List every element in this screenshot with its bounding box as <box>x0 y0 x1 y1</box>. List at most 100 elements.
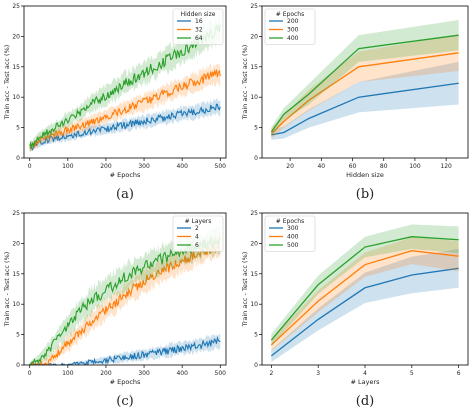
y-tick-label: 20 <box>250 33 258 40</box>
legend-entry-6: 6 <box>195 242 199 249</box>
series-band-300 <box>271 248 459 362</box>
x-tick-label: 200 <box>100 163 112 170</box>
y-tick-label: 15 <box>250 64 258 71</box>
series-band-200 <box>271 61 459 140</box>
y-tick-label: 5 <box>16 125 20 132</box>
series-line-4 <box>29 240 221 365</box>
x-tick-label: 400 <box>176 370 188 377</box>
plot-area <box>270 224 459 362</box>
x-tick-label: 100 <box>409 163 421 170</box>
legend-entry-200: 200 <box>287 18 299 25</box>
y-tick-label: 0 <box>16 362 20 369</box>
x-tick-label: 300 <box>138 163 150 170</box>
x-tick-label: 100 <box>62 370 74 377</box>
legend-entry-16: 16 <box>195 18 203 25</box>
x-axis-label: # Epochs <box>110 378 141 386</box>
series-line-64 <box>29 23 221 148</box>
x-tick-label: 0 <box>28 370 32 377</box>
y-axis-label: Train acc - Test acc (%) <box>241 45 249 121</box>
axes-frame <box>261 5 469 159</box>
legend-entry-64: 64 <box>195 35 203 42</box>
panel-c-epochs-layers: 0 100 200 300 400 500 0 5 10 15 20 25 # Epochs Train … <box>3 210 227 409</box>
x-tick-label: 100 <box>62 163 74 170</box>
legend-title: # Epochs <box>276 11 304 18</box>
series-line-32 <box>29 69 221 149</box>
x-tick-label: 40 <box>317 163 325 170</box>
y-tick-label: 10 <box>250 301 258 308</box>
y-tick-label: 0 <box>254 155 258 162</box>
x-tick-label: 80 <box>380 163 388 170</box>
y-tick-label: 5 <box>254 332 258 339</box>
x-tick-label: 3 <box>316 370 320 377</box>
x-tick-label: 4 <box>363 370 367 377</box>
panel-caption: (a) <box>116 187 134 202</box>
series-band-400 <box>271 237 459 352</box>
series-line-200 <box>271 82 459 136</box>
y-tick-label: 5 <box>254 125 258 132</box>
y-tick-label: 25 <box>250 210 258 217</box>
y-tick-label: 15 <box>12 64 20 71</box>
series-line-300 <box>270 52 459 135</box>
legend-box <box>172 8 224 45</box>
legend-title: # Epochs <box>276 218 304 225</box>
series-band-16 <box>29 97 221 152</box>
panel-caption: (c) <box>116 394 133 409</box>
legend-entry-400: 400 <box>287 35 299 42</box>
legend-entry-300: 300 <box>287 225 299 232</box>
series-line-16 <box>29 103 221 151</box>
x-tick-label: 400 <box>176 163 188 170</box>
y-tick-label: 15 <box>12 271 20 278</box>
x-tick-label: 300 <box>138 370 150 377</box>
y-tick-label: 25 <box>12 3 20 10</box>
panel-b-hidden-size: 20 40 60 80 100 120 0 5 10 15 20 25 Hidden size Train… <box>241 3 469 202</box>
y-tick-label: 0 <box>254 362 258 369</box>
series-band-6 <box>29 225 221 365</box>
series-band-400 <box>271 19 459 137</box>
y-tick-label: 25 <box>12 210 20 217</box>
y-axis-label: Train acc - Test acc (%) <box>3 45 11 121</box>
legend-box <box>172 215 224 252</box>
x-axis-label: Hidden size <box>346 171 384 179</box>
legend-box <box>264 215 316 252</box>
series-band-500 <box>271 224 459 347</box>
x-tick-label: 0 <box>28 163 32 170</box>
y-tick-label: 10 <box>12 301 20 308</box>
x-tick-label: 500 <box>215 370 227 377</box>
x-tick-label: 500 <box>215 163 227 170</box>
y-tick-label: 25 <box>250 3 258 10</box>
y-axis-label: Train acc - Test acc (%) <box>3 252 11 328</box>
x-tick-label: 200 <box>100 370 112 377</box>
panel-caption: (d) <box>356 394 374 409</box>
series-band-300 <box>271 34 459 139</box>
x-axis-label: # Layers <box>350 378 380 386</box>
y-tick-label: 10 <box>250 94 258 101</box>
legend-entry-2: 2 <box>195 225 199 232</box>
x-tick-label: 120 <box>440 163 452 170</box>
y-tick-label: 20 <box>250 240 258 247</box>
legend-title: Hidden size <box>181 11 216 18</box>
y-tick-label: 5 <box>16 332 20 339</box>
legend-box <box>264 8 316 45</box>
x-tick-label: 2 <box>269 370 273 377</box>
series-line-400 <box>270 250 459 346</box>
y-tick-label: 10 <box>12 94 20 101</box>
legend-title: # Layers <box>185 218 212 225</box>
series-line-500 <box>270 236 459 341</box>
x-tick-label: 60 <box>349 163 357 170</box>
y-tick-label: 20 <box>12 33 20 40</box>
axes-frame <box>23 5 227 159</box>
plot-area <box>29 16 221 152</box>
legend-entry-400: 400 <box>287 234 299 241</box>
x-tick-label: 5 <box>410 370 414 377</box>
panel-a-epochs-hidden-size: 0 100 200 300 400 500 0 5 10 15 20 25 # Epochs Train … <box>3 3 227 202</box>
series-line-400 <box>270 34 459 133</box>
legend-entry-4: 4 <box>195 234 199 241</box>
legend-entry-32: 32 <box>195 27 203 34</box>
series-line-2 <box>29 335 221 365</box>
x-axis-label: # Epochs <box>110 171 141 179</box>
y-tick-label: 15 <box>250 271 258 278</box>
x-tick-label: 6 <box>457 370 461 377</box>
axes-frame <box>23 212 227 366</box>
legend-entry-300: 300 <box>287 27 299 34</box>
